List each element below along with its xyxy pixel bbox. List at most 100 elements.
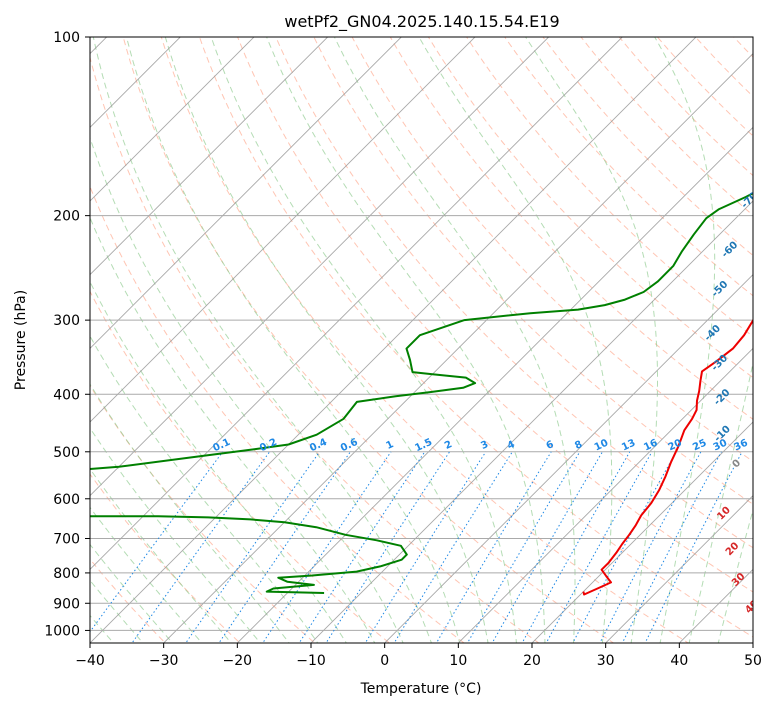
moist-adiabat — [688, 360, 753, 643]
mixing-ratio-line — [466, 451, 581, 643]
chart-title: wetPf2_GN04.2025.140.15.54.E19 — [284, 12, 559, 32]
moist-adiabat — [90, 383, 290, 643]
axes: −40 −30 −20 −10 0 10 20 30 40 50 100 200 300 400 500 60… — [44, 30, 762, 669]
x-tick-label: 20 — [523, 653, 541, 669]
dry-adiabat — [466, 37, 753, 338]
moist-adiabat — [525, 37, 658, 643]
isotherm — [90, 37, 329, 276]
moist-adiabat — [90, 427, 261, 643]
moist-adiabat — [266, 37, 546, 643]
dry-adiabat — [90, 290, 391, 643]
x-tick-label: −40 — [75, 653, 105, 669]
mixing-ratio-line — [545, 451, 653, 643]
dry-adiabat — [90, 185, 465, 643]
moist-adiabat — [654, 37, 716, 643]
isotherm — [90, 37, 623, 570]
isotherm — [90, 37, 255, 202]
mixing-ratio-label: 30 — [712, 438, 729, 454]
x-tick-label: 10 — [449, 653, 467, 669]
y-tick-label: 300 — [53, 313, 80, 329]
y-tick-label: 500 — [53, 445, 80, 461]
isotherm — [90, 37, 550, 497]
isotherm — [605, 495, 753, 643]
mixing-ratio-label: 36 — [732, 438, 749, 454]
y-tick-label: 200 — [53, 209, 80, 225]
mixing-ratio-label: 1 — [384, 439, 395, 452]
moist-adiabat — [90, 467, 232, 643]
isotherm — [310, 200, 753, 643]
mixing-ratio-line — [599, 451, 702, 643]
isotherm — [90, 37, 181, 128]
x-tick-label: 30 — [597, 653, 615, 669]
mixing-ratio-label: 20 — [666, 438, 683, 454]
dry-adiabat — [90, 384, 316, 643]
mixing-ratio-line — [572, 451, 677, 643]
moist-adiabat — [90, 335, 319, 643]
temperature-line — [582, 318, 753, 596]
dry-adiabat — [504, 37, 753, 297]
dry-adiabat-label: 40 — [743, 598, 761, 616]
isotherm — [90, 37, 697, 643]
plot-frame — [89, 36, 754, 644]
mixing-ratio-line — [218, 451, 351, 643]
y-tick-label: 900 — [53, 596, 80, 612]
x-tick-label: −10 — [296, 653, 326, 669]
mixing-ratio-label: 6 — [545, 439, 556, 452]
moist-adiabat — [717, 508, 753, 643]
mixing-ratio-line — [521, 451, 631, 643]
y-axis-label: Pressure (hPa) — [13, 290, 29, 390]
moist-adiabat — [90, 280, 347, 643]
dry-adiabat — [160, 37, 690, 643]
isotherm — [531, 421, 753, 643]
dry-adiabat — [313, 37, 753, 505]
y-tick-label: 600 — [53, 492, 80, 508]
moist-adiabat — [92, 37, 432, 643]
mixing-ratio-label: 25 — [691, 438, 708, 454]
dry-adiabat — [90, 473, 241, 643]
moist-adiabat — [333, 37, 576, 643]
isotherm — [90, 37, 402, 349]
profile-lines — [90, 192, 753, 596]
isotherm — [384, 274, 753, 643]
x-tick-label: −20 — [223, 653, 253, 669]
mixing-ratio-label: 8 — [573, 439, 584, 452]
mixing-ratio-line — [435, 451, 552, 643]
dry-adiabat — [237, 37, 753, 593]
y-tick-label: 100 — [53, 30, 80, 46]
moist-adiabat — [210, 37, 518, 643]
isotherm — [236, 126, 753, 643]
mixing-ratio-label: 2 — [443, 439, 454, 452]
background-lines — [90, 37, 753, 643]
x-tick-label: 50 — [744, 653, 762, 669]
mixing-ratio-line — [131, 451, 271, 643]
moist-adiabat — [90, 216, 376, 643]
x-tick-label: 0 — [380, 653, 389, 669]
x-tick-label: −30 — [149, 653, 179, 669]
mixing-ratio-label: 3 — [479, 439, 490, 452]
isotherm — [90, 37, 476, 423]
x-axis-label: Temperature (°C) — [360, 681, 482, 697]
y-tick-label: 400 — [53, 387, 80, 403]
dry-adiabat — [427, 37, 753, 379]
moist-adiabat — [418, 37, 613, 643]
mixing-ratio-line — [325, 451, 451, 643]
dry-adiabat — [198, 37, 753, 638]
mixing-ratio-label: 16 — [642, 438, 659, 454]
mixing-ratio-line — [298, 451, 426, 643]
dry-adiabat — [90, 55, 540, 643]
mixing-ratio-line — [262, 451, 392, 643]
mixing-ratio-label: 4 — [506, 439, 517, 452]
mixing-ratio-line — [491, 451, 603, 643]
dry-adiabat — [122, 37, 615, 643]
y-tick-label: 700 — [53, 532, 80, 548]
mixing-ratio-label: 10 — [593, 438, 610, 454]
isotherm — [163, 53, 753, 643]
mixing-ratio-line — [364, 451, 487, 643]
mixing-ratio-label: 13 — [620, 438, 637, 454]
dewpoint-line — [90, 192, 753, 594]
isotherm — [457, 347, 753, 643]
y-tick-label: 800 — [53, 566, 80, 582]
x-tick-label: 40 — [670, 653, 688, 669]
y-tick-label: 1000 — [44, 623, 80, 639]
